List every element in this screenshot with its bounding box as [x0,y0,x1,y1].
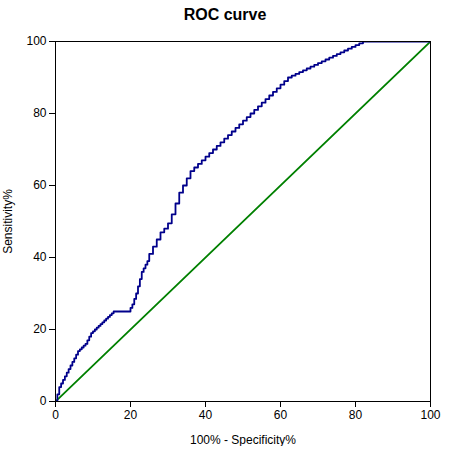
svg-text:20: 20 [33,322,47,336]
svg-text:80: 80 [33,106,47,120]
svg-text:60: 60 [33,178,47,192]
svg-text:0: 0 [40,394,47,408]
svg-text:0: 0 [52,408,59,422]
svg-text:100: 100 [420,408,440,422]
html-text:ROC curve: ROC curve [183,6,267,23]
svg-text:100: 100 [26,34,46,48]
svg-text:40: 40 [33,250,47,264]
svg-text:100% - Specificity%: 100% - Specificity% [190,433,296,447]
svg-text:80: 80 [349,408,363,422]
svg-text:60: 60 [274,408,288,422]
svg-text:Sensitivity%: Sensitivity% [1,189,15,254]
svg-text:20: 20 [124,408,138,422]
svg-text:40: 40 [199,408,213,422]
